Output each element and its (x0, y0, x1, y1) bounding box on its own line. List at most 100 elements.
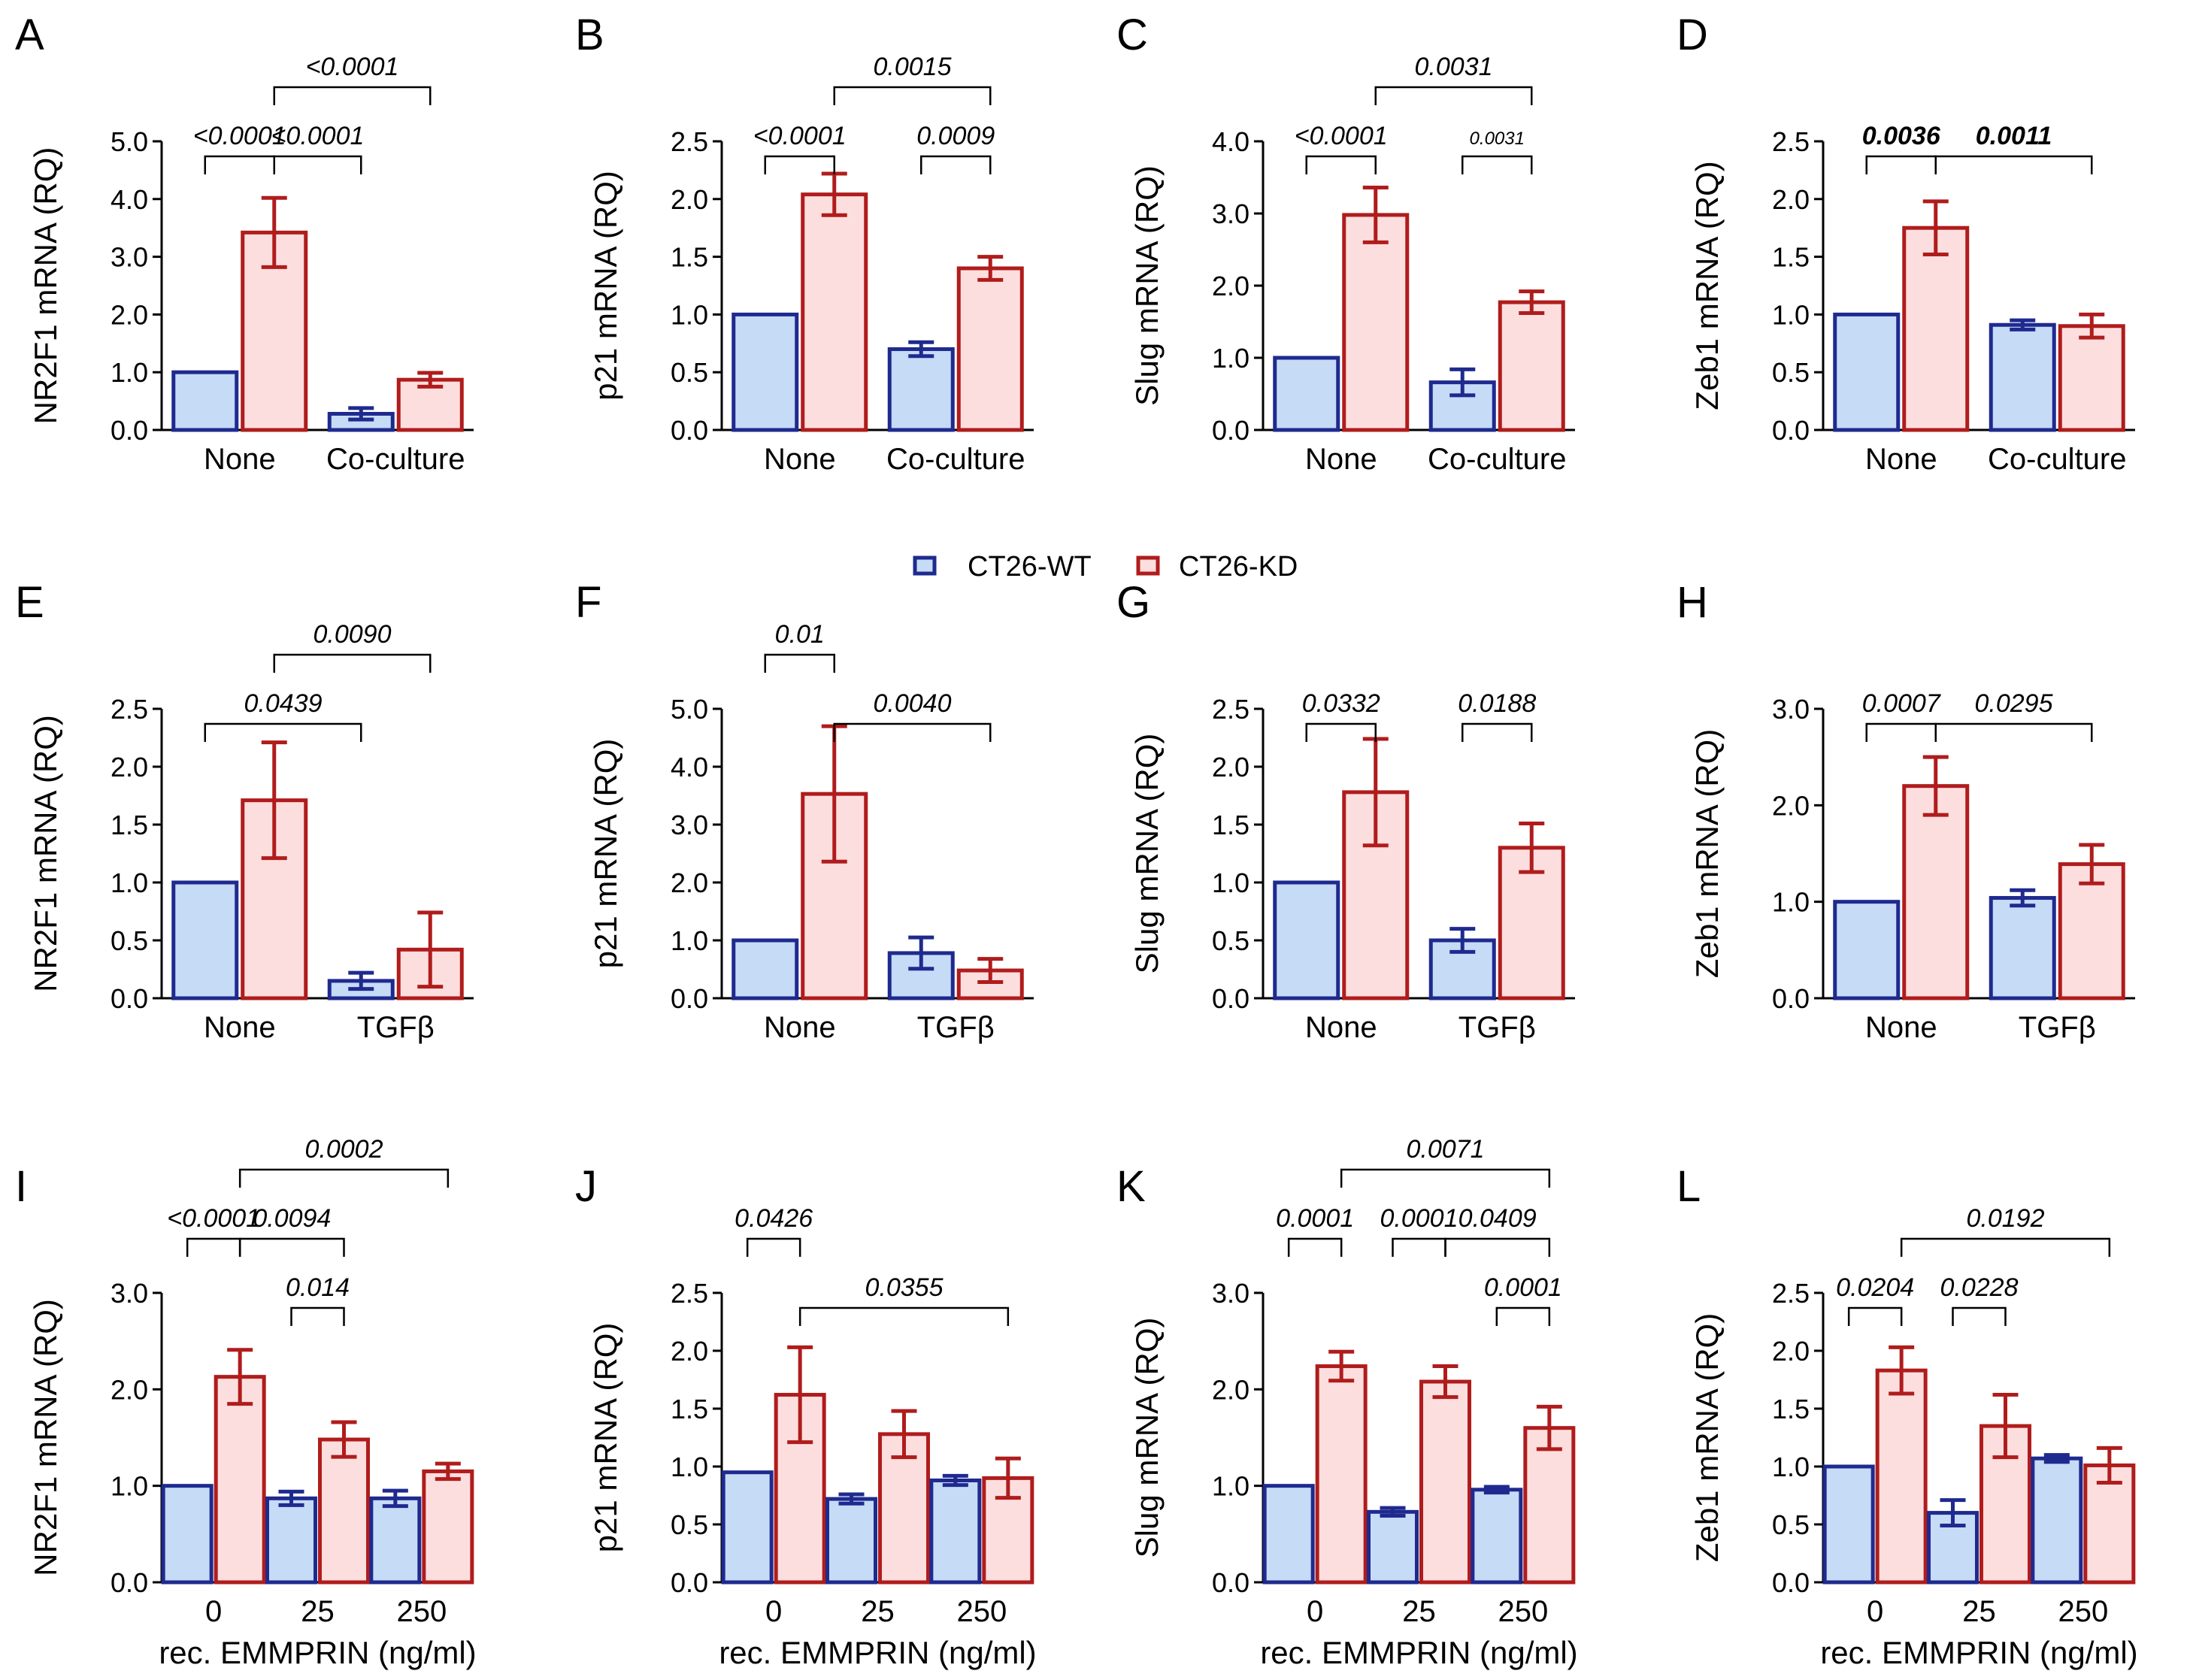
y-tick-label: 1.0 (671, 1451, 708, 1482)
bar-wt-0 (1262, 1484, 1315, 1585)
bar-wt-0 (171, 880, 239, 1000)
bar-kd-0 (1342, 213, 1410, 432)
panel-letter: F (575, 578, 601, 627)
y-axis-label: p21 mRNA (RQ) (588, 1323, 623, 1553)
panel-letter: I (15, 1162, 27, 1211)
y-tick-label: 2.5 (671, 1278, 708, 1309)
y-axis-label: Slug mRNA (RQ) (1129, 734, 1165, 974)
p-value-label: 0.0036 (1862, 122, 1941, 150)
panel-f: F 0.0 1.0 2.0 3.0 4.0 5.0 p21 mRNA (RQ) None TGFβ… (575, 578, 1034, 1044)
bar-kd-0 (214, 1375, 266, 1585)
y-tick-label: 1.5 (1772, 242, 1810, 273)
y-axis-label: p21 mRNA (RQ) (588, 171, 623, 401)
y-tick-label: 1.0 (111, 1471, 148, 1502)
x-tick-label: 25 (1402, 1595, 1436, 1628)
significance-bracket (833, 722, 992, 742)
bar-wt-0 (732, 938, 799, 1000)
bar-wt-0 (721, 1470, 774, 1585)
p-value-label: 0.0031 (1415, 53, 1493, 81)
x-tick-label: 0 (765, 1595, 782, 1628)
x-tick-label: Co-culture (1988, 443, 2127, 476)
bar-kd-1 (956, 266, 1024, 432)
y-tick-label: 1.0 (1772, 299, 1810, 330)
significance-bracket (1392, 1237, 1446, 1257)
bar-kd-0 (1902, 784, 1970, 1000)
y-tick-label: 1.0 (1212, 343, 1249, 374)
panel-g: G 0.0 0.5 1.0 1.5 2.0 2.5 Slug mRNA (RQ) None TGF… (1116, 578, 1575, 1044)
p-value-label: 0.0007 (1862, 689, 1941, 718)
p-value-label: <0.0001 (167, 1204, 260, 1233)
y-tick-label: 0.0 (1772, 415, 1810, 446)
y-tick-label: 2.5 (1212, 694, 1249, 725)
y-tick-label: 0.0 (111, 415, 148, 446)
significance-bracket (746, 1237, 801, 1257)
significance-bracket (764, 653, 835, 673)
significance-bracket (1934, 722, 2093, 742)
y-tick-label: 4.0 (1212, 126, 1249, 157)
y-tick-label: 4.0 (671, 752, 708, 782)
x-tick-label: TGFβ (357, 1011, 435, 1044)
y-tick-label: 2.0 (671, 1336, 708, 1367)
bar-wt-0 (732, 312, 799, 432)
x-tick-label: 0 (1307, 1595, 1323, 1628)
x-tick-label: 25 (301, 1595, 335, 1628)
significance-bracket (1340, 1168, 1551, 1188)
significance-bracket (238, 1237, 345, 1257)
legend-swatch-wt (913, 555, 937, 576)
panel-k: K 0.0 1.0 2.0 3.0 Slug mRNA (RQ) 0 25 250 rec. EM… (1116, 1135, 1578, 1670)
y-tick-label: 2.0 (1212, 752, 1249, 782)
bar-kd-0 (801, 192, 868, 432)
p-value-label: 0.0002 (305, 1135, 383, 1164)
legend-label-kd: CT26-KD (1179, 551, 1298, 583)
p-value-label: 0.0011 (1976, 122, 2052, 150)
panels-layer: A 0.0 1.0 2.0 3.0 4.0 5.0 NR2F1 mRNA (RQ) None Co… (15, 11, 2138, 1670)
bar-kd-1 (1419, 1379, 1471, 1585)
bar-wt-0 (171, 370, 239, 432)
significance-bracket (204, 722, 362, 742)
legend-label-wt: CT26-WT (968, 551, 1092, 583)
y-tick-label: 1.0 (1212, 867, 1249, 898)
x-tick-label: 25 (861, 1595, 895, 1628)
y-tick-label: 2.0 (1212, 271, 1249, 301)
p-value-label: 0.014 (286, 1273, 350, 1302)
y-tick-label: 2.0 (1212, 1374, 1249, 1405)
y-tick-label: 1.0 (111, 357, 148, 388)
bar-kd-2 (422, 1469, 474, 1585)
panel-letter: D (1677, 11, 1708, 59)
y-tick-label: 1.0 (671, 299, 708, 330)
y-axis-label: Zeb1 mRNA (RQ) (1689, 729, 1725, 978)
bar-wt-1 (265, 1496, 317, 1585)
significance-bracket (238, 1168, 450, 1188)
significance-bracket (273, 653, 432, 673)
y-tick-label: 1.0 (671, 925, 708, 956)
y-tick-label: 2.0 (111, 1374, 148, 1405)
x-tick-label: 0 (205, 1595, 222, 1628)
bar-wt-0 (1833, 900, 1901, 1000)
bar-wt-0 (161, 1484, 214, 1585)
y-tick-label: 0.0 (111, 983, 148, 1014)
bar-wt-1 (887, 347, 955, 432)
x-tick-label: 250 (396, 1595, 447, 1628)
y-tick-label: 3.0 (111, 242, 148, 273)
y-tick-label: 3.0 (1212, 1278, 1249, 1309)
p-value-label: 0.0439 (244, 689, 323, 718)
y-tick-label: 5.0 (671, 694, 708, 725)
y-tick-label: 1.5 (671, 242, 708, 273)
panel-letter: H (1677, 578, 1708, 627)
significance-bracket (1462, 155, 1533, 174)
significance-bracket (1865, 722, 1937, 742)
x-axis-label: rec. EMMPRIN (ng/ml) (719, 1635, 1036, 1670)
bar-wt-0 (1833, 312, 1901, 432)
y-tick-label: 3.0 (1212, 198, 1249, 229)
x-tick-label: Co-culture (1428, 443, 1567, 476)
bar-kd-1 (2058, 324, 2125, 432)
panel-letter: E (15, 578, 44, 627)
p-value-label: 0.0295 (1975, 689, 2053, 718)
y-tick-label: 2.0 (111, 752, 148, 782)
y-tick-label: 3.0 (111, 1278, 148, 1309)
y-axis-label: NR2F1 mRNA (RQ) (28, 715, 63, 992)
p-value-label: <0.0001 (1295, 122, 1388, 150)
p-value-label: 0.0040 (874, 689, 952, 718)
p-value-label: 0.0192 (1967, 1204, 2045, 1233)
y-axis-label: p21 mRNA (RQ) (588, 739, 623, 969)
